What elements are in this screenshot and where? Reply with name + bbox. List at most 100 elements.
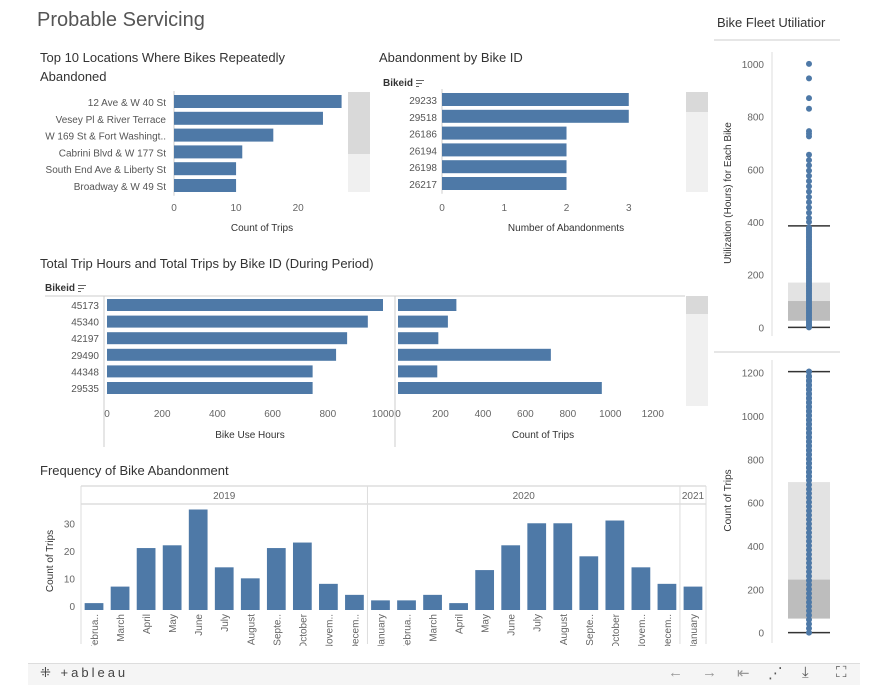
fleet-trips-point[interactable] <box>806 555 812 562</box>
fleet-trips-outlier[interactable] <box>806 395 812 402</box>
frequency-bar[interactable] <box>266 548 286 610</box>
fleet-trips-point[interactable] <box>806 564 812 571</box>
redo-icon[interactable]: → <box>702 664 717 681</box>
fleet-hours-outlier[interactable] <box>806 183 812 190</box>
fleet-trips-point[interactable] <box>806 568 812 575</box>
abandon-scroll-thumb[interactable] <box>686 92 708 112</box>
fleet-trips-point[interactable] <box>806 533 812 540</box>
fleet-trips-outlier[interactable] <box>806 460 812 467</box>
fleet-hours-outlier[interactable] <box>806 157 812 164</box>
trip-hours-scrollbar[interactable] <box>686 296 708 406</box>
fleet-trips-point[interactable] <box>806 599 812 606</box>
abandon-bar[interactable] <box>442 126 567 140</box>
fleet-trips-outlier[interactable] <box>806 368 812 375</box>
fleet-trips-outlier[interactable] <box>806 391 812 398</box>
fleet-trips-chart[interactable]: 0 200 400 600 800 1000 1200 Count of Trips <box>714 350 840 650</box>
fleet-trips-point[interactable] <box>806 577 812 584</box>
frequency-bar[interactable] <box>214 567 234 610</box>
fleet-trips-point[interactable] <box>806 529 812 536</box>
revert-icon[interactable]: ⇤ <box>737 665 750 682</box>
abandon-bar[interactable] <box>442 93 629 106</box>
frequency-bar[interactable] <box>553 523 573 610</box>
fleet-trips-point[interactable] <box>806 499 812 506</box>
fleet-hours-outlier[interactable] <box>806 172 812 179</box>
fleet-trips-point[interactable] <box>806 629 812 636</box>
fleet-hours-outlier[interactable] <box>806 178 812 185</box>
fleet-hours-outlier[interactable] <box>806 188 812 195</box>
fleet-hours-point[interactable] <box>806 224 812 231</box>
locations-bar[interactable] <box>174 145 243 159</box>
fleet-trips-point[interactable] <box>806 494 812 501</box>
abandon-bar[interactable] <box>442 177 567 190</box>
download-icon[interactable]: ⤓ <box>802 664 809 681</box>
fleet-trips-point[interactable] <box>806 503 812 510</box>
fleet-trips-point[interactable] <box>806 607 812 614</box>
frequency-bar[interactable] <box>527 523 547 610</box>
fleet-hours-outlier[interactable] <box>806 105 812 112</box>
fleet-trips-outlier[interactable] <box>806 447 812 454</box>
fleet-trips-point[interactable] <box>806 573 812 580</box>
fleet-hours-outlier[interactable] <box>806 204 812 211</box>
fleet-hours-outlier[interactable] <box>806 60 812 67</box>
share-icon[interactable]: ⋰ <box>768 665 783 682</box>
frequency-bar[interactable] <box>345 594 364 610</box>
fleet-trips-outlier[interactable] <box>806 452 812 458</box>
fleet-hours-outlier[interactable] <box>806 95 812 102</box>
fleet-trips-point[interactable] <box>806 594 812 601</box>
undo-icon[interactable]: ← <box>668 664 683 681</box>
locations-bar[interactable] <box>174 95 342 108</box>
fleet-trips-point[interactable] <box>806 525 812 532</box>
fleet-trips-point[interactable] <box>806 490 812 497</box>
fleet-trips-outlier[interactable] <box>806 473 812 480</box>
locations-chart[interactable]: 12 Ave & W 40 St Vesey Pl & River Terrace… <box>30 88 360 238</box>
fleet-trips-point[interactable] <box>806 625 812 632</box>
tableau-logo[interactable]: ⁜ +ableau <box>40 665 128 681</box>
fleet-trips-outlier[interactable] <box>806 404 812 411</box>
frequency-bar[interactable] <box>449 603 468 610</box>
fleet-trips-outlier[interactable] <box>806 443 812 450</box>
abandon-bar[interactable] <box>442 160 567 174</box>
frequency-bar[interactable] <box>579 556 599 610</box>
fleet-trips-outlier[interactable] <box>806 413 812 419</box>
hours-bar[interactable] <box>107 299 383 311</box>
sort-icon[interactable] <box>78 284 87 292</box>
trips-bar[interactable] <box>398 348 551 361</box>
fleet-trips-point[interactable] <box>806 520 812 527</box>
fleet-hours-outlier[interactable] <box>806 133 812 140</box>
locations-bar[interactable] <box>174 162 237 176</box>
frequency-bar[interactable] <box>501 545 521 610</box>
fleet-hours-outlier[interactable] <box>806 218 812 225</box>
frequency-bar[interactable] <box>136 548 156 610</box>
fleet-trips-point[interactable] <box>806 612 812 619</box>
frequency-bar[interactable] <box>423 594 442 610</box>
fleet-trips-outlier[interactable] <box>806 465 812 471</box>
fleet-trips-point[interactable] <box>806 542 812 549</box>
hours-bar[interactable] <box>107 382 313 394</box>
fullscreen-icon[interactable]: ⛶ <box>836 664 847 681</box>
locations-bar[interactable] <box>174 179 237 192</box>
sort-icon[interactable] <box>416 79 425 87</box>
trips-bar[interactable] <box>398 382 602 394</box>
fleet-hours-outlier[interactable] <box>806 75 812 82</box>
abandon-bar[interactable] <box>442 109 629 123</box>
hours-bar[interactable] <box>107 348 337 361</box>
frequency-bar[interactable] <box>683 586 703 610</box>
fleet-trips-outlier[interactable] <box>806 469 812 476</box>
fleet-trips-point[interactable] <box>806 616 812 623</box>
frequency-bar[interactable] <box>84 603 104 610</box>
locations-bar[interactable] <box>174 128 274 142</box>
fleet-hours-outlier[interactable] <box>806 151 812 158</box>
fleet-trips-point[interactable] <box>806 516 812 523</box>
fleet-trips-outlier[interactable] <box>806 426 812 432</box>
fleet-hours-outlier[interactable] <box>806 162 812 169</box>
trips-bar[interactable] <box>398 299 457 311</box>
trips-bar[interactable] <box>398 315 448 328</box>
hours-bar[interactable] <box>107 365 313 378</box>
fleet-trips-outlier[interactable] <box>806 456 812 463</box>
abandon-chart[interactable]: 29233 29518 26186 26194 26198 26217 0 1 2 3Number… <box>380 88 680 238</box>
fleet-trips-point[interactable] <box>806 586 812 593</box>
fleet-trips-point[interactable] <box>806 546 812 553</box>
fleet-trips-outlier[interactable] <box>806 408 812 415</box>
fleet-trips-outlier[interactable] <box>806 374 812 380</box>
trip-hours-scroll-thumb[interactable] <box>686 296 708 314</box>
